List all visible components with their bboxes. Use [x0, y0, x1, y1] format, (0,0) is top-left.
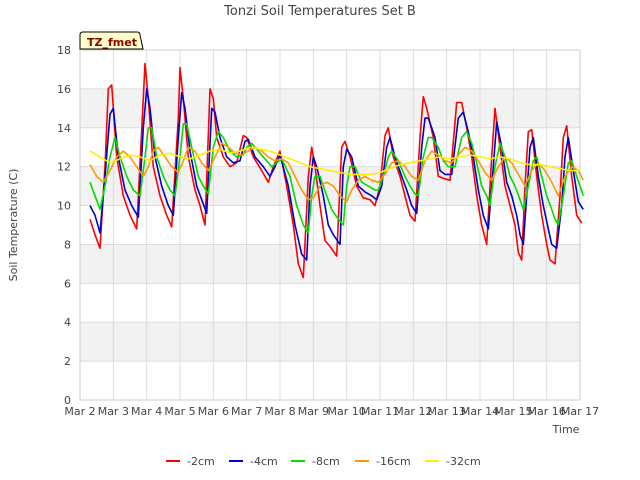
plot-band — [80, 244, 580, 284]
plot-band — [80, 361, 580, 400]
plot-band — [80, 88, 580, 128]
series-lines — [89, 62, 585, 279]
series-line — [89, 62, 583, 279]
series-line — [89, 146, 580, 176]
plot-band — [80, 205, 580, 245]
x-tick-label: Mar 11 — [361, 405, 399, 418]
x-tick-label: Mar 5 — [164, 405, 195, 418]
legend-label: -8cm — [312, 455, 340, 468]
x-tick-label: Mar 17 — [561, 405, 599, 418]
x-tick-label: Mar 9 — [298, 405, 329, 418]
y-tick-label: 10 — [57, 200, 71, 213]
y-tick-label: 0 — [64, 394, 71, 407]
y-tick-label: 14 — [57, 122, 71, 135]
x-tick-label: Mar 10 — [328, 405, 366, 418]
legend-label: -2cm — [187, 455, 215, 468]
x-tick-label: Mar 12 — [394, 405, 432, 418]
plot-band — [80, 166, 580, 206]
y-tick-label: 2 — [64, 355, 71, 368]
legend-label: -4cm — [250, 455, 278, 468]
plot-background-bands — [80, 50, 580, 400]
x-tick-label: Mar 14 — [461, 405, 499, 418]
x-axis-ticks: Mar 2 Mar 3 Mar 4 Mar 5 Mar 6 Mar 7 Mar 8 Mar 9… — [64, 405, 599, 418]
plot-frame — [79, 49, 581, 401]
y-tick-label: 18 — [57, 44, 71, 57]
y-tick-label: 4 — [64, 316, 71, 329]
legend-label: -16cm — [376, 455, 411, 468]
y-tick-label: 6 — [64, 277, 71, 290]
y-axis-label: Soil Temperature (C) — [7, 169, 20, 282]
badge-label: TZ_fmet — [87, 36, 137, 49]
y-tick-label: 8 — [64, 238, 71, 251]
tz-badge: TZ_fmet — [79, 31, 144, 50]
x-tick-label: Mar 16 — [528, 405, 566, 418]
x-axis-label: Time — [552, 423, 580, 436]
plot-band — [80, 50, 580, 89]
x-tick-label: Mar 15 — [494, 405, 532, 418]
series-line — [89, 123, 585, 234]
legend-label: -32cm — [446, 455, 481, 468]
x-tick-label: Mar 7 — [231, 405, 262, 418]
badge-box — [79, 31, 144, 50]
legend: -2cm -4cm -8cm -16cm -32cm — [166, 455, 481, 468]
chart-title: Tonzi Soil Temperatures Set B — [223, 4, 416, 19]
x-tick-label: Mar 8 — [264, 405, 295, 418]
x-tick-label: Mar 2 — [64, 405, 95, 418]
plot-band — [80, 283, 580, 323]
y-axis-ticks: 0 2 4 6 8 10 12 14 16 18 — [57, 44, 71, 407]
x-tick-label: Mar 3 — [98, 405, 129, 418]
series-line — [89, 142, 585, 203]
x-tick-label: Mar 4 — [131, 405, 162, 418]
y-tick-label: 12 — [57, 161, 71, 174]
x-tick-label: Mar 13 — [428, 405, 466, 418]
plot-band — [80, 322, 580, 362]
y-tick-label: 16 — [57, 83, 71, 96]
x-tick-label: Mar 6 — [198, 405, 229, 418]
series-line — [89, 88, 584, 261]
